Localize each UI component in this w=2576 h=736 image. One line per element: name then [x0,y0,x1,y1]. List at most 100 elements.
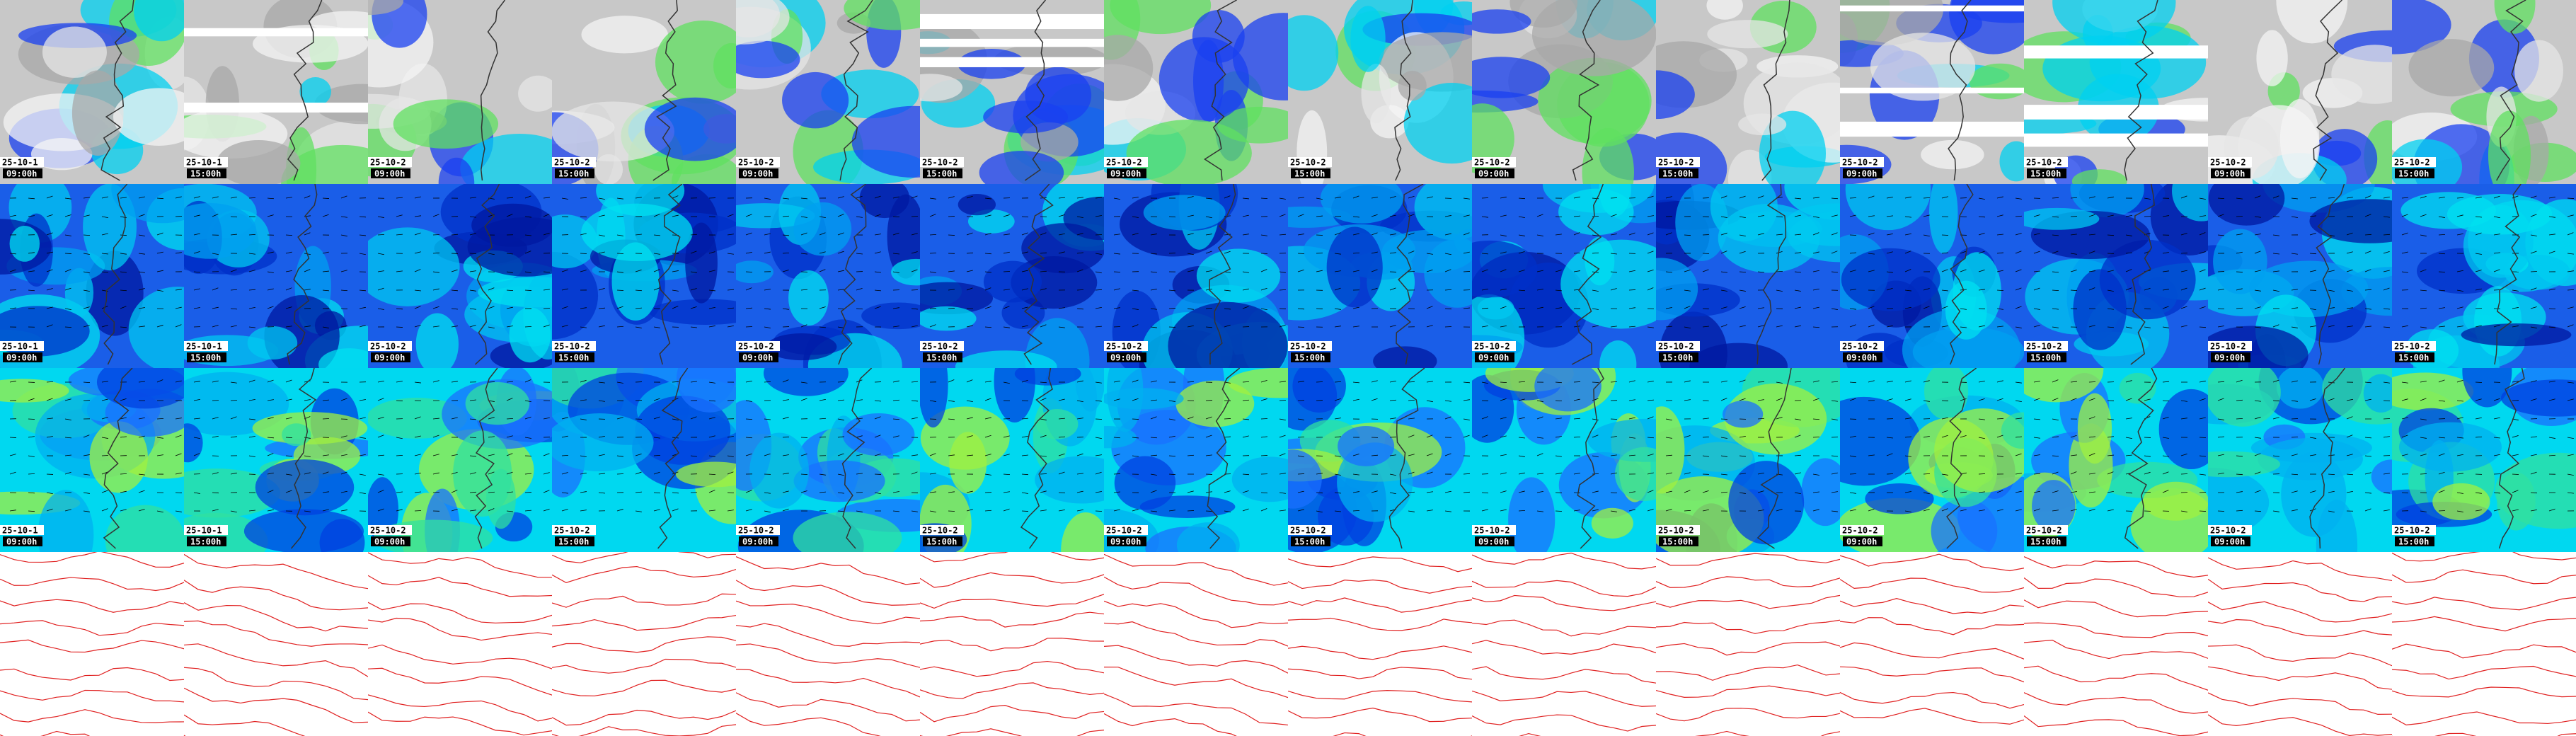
isobar [736,692,920,722]
wind-arrow [892,510,899,512]
wind-arrow [1978,251,1985,254]
field-blob [2077,393,2112,464]
wind-arrow [230,196,237,199]
wind-arrow [2033,454,2040,456]
wind-arrow [1113,454,1120,456]
field-blob [247,326,298,360]
wind-arrow [267,509,274,512]
field-blob [2461,323,2572,347]
wind-arrow [175,453,182,456]
isobar [368,602,552,623]
wind-arrow [377,473,384,476]
time-label: 09:00h [374,169,405,179]
wind-arrow [1500,325,1507,328]
date-label: 25-10-1 [186,158,222,168]
wind-arrow [469,437,477,438]
wind-arrow [2548,326,2555,328]
wind-arrow [782,416,789,420]
wind-arrow [2456,510,2463,512]
field-blob [844,0,920,30]
field-blob [2392,0,2451,54]
wind-arrow [1003,251,1010,254]
wind-arrow [524,195,531,199]
wind-arrow [2180,510,2187,512]
wind-arrow [396,491,403,493]
wind-arrow [911,251,918,254]
wind-arrow [1647,287,1654,291]
date-label: 25-10-2 [1474,342,1510,352]
wind-arrow [396,454,403,456]
wind-arrow [120,306,127,309]
wind-arrow [1150,490,1157,493]
wind-arrow [156,289,163,292]
wind-arrow [727,325,734,328]
wind-arrow [2272,324,2279,328]
wind-arrow [1481,307,1489,309]
wind-arrow [2456,233,2463,236]
wind-arrow [1536,510,1543,512]
wind-arrow [1371,269,1378,272]
wind-arrow [2015,509,2022,512]
wind-arrow [2217,510,2225,512]
isobar [1472,619,1656,637]
date-label: 25-10-2 [2394,526,2430,536]
wind-arrow [1187,416,1194,420]
wind-arrow [745,400,752,402]
wind-arrow [1003,508,1010,512]
field-blob [1472,103,1514,175]
wind-arrow [948,454,955,456]
wind-arrow [1996,270,2003,272]
wind-arrow [1095,326,1102,328]
isobar [1472,594,1656,611]
wind-arrow [1003,289,1010,291]
isobar [552,636,736,653]
wind-arrow [506,197,513,199]
wind-arrow [1868,454,1875,456]
time-label-bg [739,536,778,546]
isobar [1656,664,1840,681]
wind-arrow [2456,437,2463,439]
wind-arrow [1610,253,1617,255]
wind-arrow [451,490,458,493]
isobar [1104,576,1288,606]
wind-arrow [377,508,384,512]
wind-arrow [1978,398,1985,401]
wind-arrow [2346,473,2354,476]
wind-arrow [1923,234,1930,237]
wind-arrow [64,471,71,475]
wind-arrow [1592,308,1599,310]
wind-arrow [1389,473,1396,476]
wind-arrow [248,253,255,255]
wind-arrow [1720,324,1727,328]
isobar [920,682,1104,699]
wind-arrow [1536,400,1543,403]
isobar [552,614,736,631]
wind-arrow [1352,195,1359,199]
wind-arrow [1500,490,1507,493]
wind-arrow [2052,197,2059,199]
wind-arrow [2530,251,2537,254]
map-background [2392,552,2576,736]
wind-arrow [138,288,145,291]
wind-arrow [1886,287,1893,291]
wind-arrow [2291,473,2299,476]
wind-arrow [1610,510,1617,512]
wind-arrow [304,195,311,199]
wind-arrow [764,289,771,291]
wind-arrow [1757,399,1764,401]
wind-arrow [580,510,587,512]
wind-arrow [230,325,237,328]
map-cell: 25-10-215:00h [1656,368,1840,552]
date-label: 25-10-2 [1842,158,1878,168]
wind-arrow [966,435,973,438]
wind-arrow [1076,269,1083,272]
wind-arrow [2070,435,2077,438]
wind-arrow [635,491,642,493]
wind-arrow [2456,306,2463,309]
wind-arrow [2456,214,2463,217]
wind-arrow [1720,491,1728,493]
wind-arrow [414,454,421,456]
wind-arrow [2033,214,2040,217]
wind-arrow [2401,325,2408,328]
